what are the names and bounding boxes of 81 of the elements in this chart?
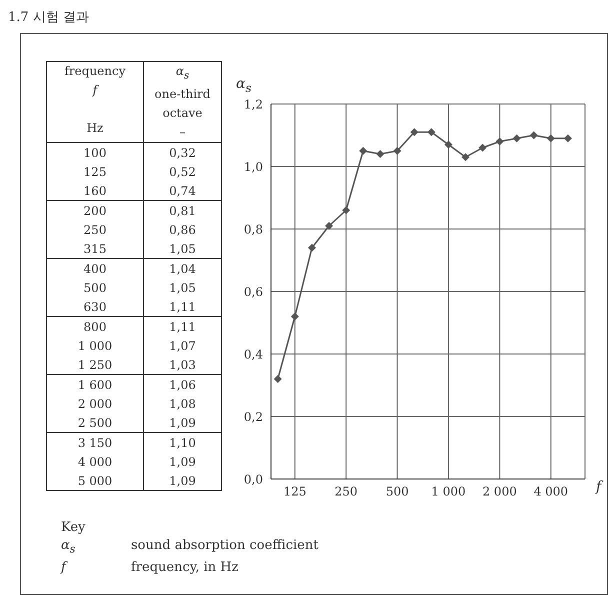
point [290, 312, 299, 320]
text: f [92, 83, 98, 97]
text: Hz [86, 121, 104, 135]
text: 1,05 [169, 242, 196, 256]
text: 1.7 시험 결과 [8, 10, 89, 25]
text: 1,04 [169, 262, 196, 276]
text: 1,10 [169, 436, 196, 450]
point [393, 146, 402, 155]
text: – [180, 125, 186, 140]
text: 400 [84, 262, 106, 276]
y-tick-label: 0,6 [244, 284, 263, 299]
x-axis-title: f [596, 479, 602, 495]
text: 1,09 [169, 416, 196, 430]
text: 1,05 [169, 280, 196, 295]
point [325, 222, 334, 230]
x-tick-label: 1 000 [431, 484, 466, 499]
text: 1 250 [78, 358, 112, 372]
y-tick-label: 0,8 [244, 222, 263, 236]
x-tick-label: 250 [334, 484, 358, 499]
point [359, 146, 368, 155]
text: 250 [84, 222, 106, 237]
text: 630 [84, 300, 106, 314]
y-tick-label: 0,0 [244, 472, 263, 486]
text: 200 [84, 204, 106, 218]
text: one-third octave [154, 87, 210, 120]
text: 3 150 [78, 436, 112, 450]
text: 1,11 [169, 300, 196, 314]
x-tick-label: 4 000 [534, 484, 568, 499]
y-tick-label: 0,4 [244, 347, 264, 362]
text: 0,81 [169, 204, 196, 218]
text: 4 000 [78, 454, 112, 469]
text: 5 000 [78, 474, 112, 488]
text: 2 500 [78, 416, 112, 430]
text: 315 [84, 242, 106, 256]
text: 1,11 [169, 320, 196, 334]
point [274, 375, 282, 383]
text: 1,09 [169, 454, 196, 469]
text: 100 [84, 146, 106, 160]
text: 125 [84, 164, 106, 179]
point [376, 150, 384, 158]
text: 1 600 [78, 378, 112, 392]
point [564, 134, 572, 142]
point [410, 128, 418, 136]
text: 1,08 [169, 396, 196, 411]
point [462, 153, 470, 162]
text: 1 000 [78, 338, 112, 353]
y-tick-label: 1,0 [244, 160, 263, 174]
text: 2 000 [78, 396, 112, 411]
text: Key [61, 520, 86, 535]
text: frequency, in Hz [131, 560, 238, 575]
point [342, 206, 350, 214]
text: α$_{s}$ [61, 538, 76, 556]
x-tick-label: 125 [283, 484, 306, 499]
point [530, 131, 538, 140]
point [444, 140, 452, 149]
y-tick-label: 1,2 [244, 97, 263, 112]
point [496, 138, 504, 146]
text: 800 [84, 320, 106, 334]
text: 0,74 [169, 184, 196, 198]
text: frequency [64, 64, 126, 78]
point [546, 134, 555, 142]
text: 0,32 [169, 146, 196, 160]
point [308, 244, 316, 252]
x-tick-label: 2 000 [482, 484, 517, 499]
point [512, 134, 521, 142]
x-tick-label: 500 [386, 484, 409, 499]
text: 1,09 [169, 474, 196, 488]
text: 1,03 [169, 358, 196, 372]
text: 1,07 [169, 338, 196, 353]
text: 1,06 [169, 378, 196, 392]
text: f [61, 560, 66, 575]
point [478, 144, 487, 152]
text: 0,86 [169, 222, 196, 237]
y-tick-label: 0,2 [244, 410, 263, 424]
text: 0,52 [169, 164, 196, 179]
text: α$_{s}$ [176, 64, 190, 82]
text: 500 [84, 280, 106, 295]
text: sound absorption coefficient [131, 538, 318, 553]
point [427, 128, 436, 136]
text: 160 [84, 184, 106, 198]
y-axis-title: α$_{s}$ [236, 76, 252, 95]
